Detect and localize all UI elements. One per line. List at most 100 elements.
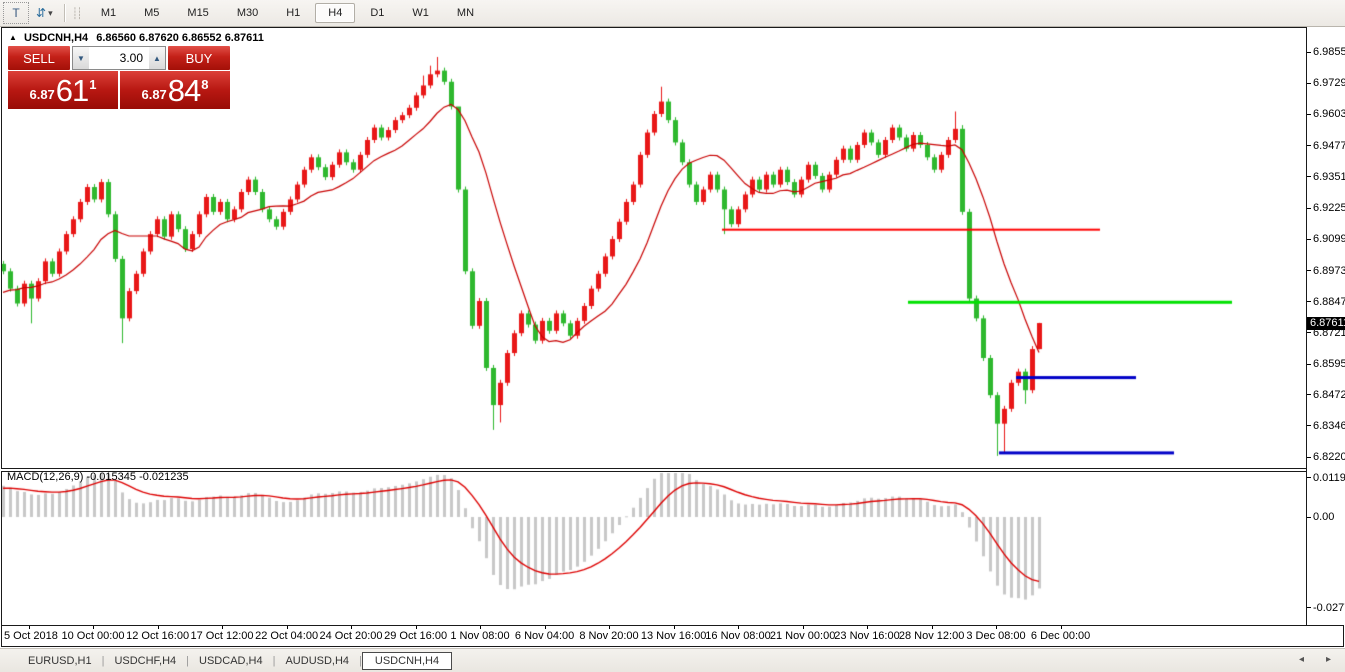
price-label: 6.87210 <box>1313 326 1345 339</box>
chart-tab-usdchfh4[interactable]: USDCHF,H4 <box>114 655 177 667</box>
price-label: 6.90990 <box>1313 233 1345 246</box>
time-axis-border <box>1 625 1344 626</box>
time-tick <box>867 626 868 629</box>
one-click-trading-panel: SELL ▼ ▲ BUY 6.87 61 1 6.87 84 8 <box>8 46 230 109</box>
time-tick <box>415 626 417 629</box>
volume-input[interactable] <box>89 47 149 69</box>
timeframe-button-D1[interactable]: D1 <box>370 7 385 19</box>
price-tick <box>1307 51 1311 53</box>
macd-scale-label: -0.02775 <box>1313 601 1345 614</box>
timeframe-button-M5[interactable]: M5 <box>144 7 160 19</box>
chart-tab-eurusdh1[interactable]: EURUSD,H1 <box>28 655 92 667</box>
price-tick <box>1307 176 1311 178</box>
chevron-down-icon: ▾ <box>48 7 53 18</box>
chart-border-bottom <box>1 646 1344 647</box>
tab-separator: | <box>186 655 190 667</box>
time-label: 21 Nov 00:00 <box>769 630 836 642</box>
time-label: 6 Dec 00:00 <box>1030 630 1091 642</box>
price-label: 6.89730 <box>1313 264 1345 277</box>
tab-separator: | <box>101 655 105 667</box>
time-tick <box>802 626 804 629</box>
time-tick <box>738 626 739 629</box>
price-label: 6.92250 <box>1313 202 1345 215</box>
sell-button[interactable]: SELL <box>8 46 70 70</box>
sell-price-box[interactable]: 6.87 61 1 <box>8 71 118 109</box>
timeframe-buttons: M1 M5 M15 M30 H1 H4 D1 W1 MN <box>87 3 488 23</box>
volume-increase-button[interactable]: ▲ <box>149 47 165 69</box>
chart-border-left <box>1 27 2 647</box>
price-label: 6.96030 <box>1313 108 1345 121</box>
time-tick <box>29 626 30 629</box>
price-label: 6.88470 <box>1313 295 1345 308</box>
macd-indicator-label: MACD(12,26,9) -0.015345 -0.021235 <box>7 471 189 483</box>
price-axis[interactable]: 6.98550 6.97290 6.96030 6.94770 6.93510 6.922… <box>1306 27 1345 625</box>
timeframe-button-H1[interactable]: H1 <box>286 7 301 19</box>
time-label: 3 Dec 08:00 <box>966 630 1026 642</box>
time-label: 16 Nov 08:00 <box>705 630 771 642</box>
time-tick <box>931 626 933 629</box>
timeframe-button-MN[interactable]: MN <box>456 7 475 19</box>
price-label: 6.98550 <box>1313 46 1345 59</box>
price-tick <box>1307 270 1311 272</box>
indicators-glyph: ⇵ <box>36 6 47 20</box>
macd-tick <box>1307 607 1311 609</box>
current-price-tag: 6.87611 <box>1307 316 1345 330</box>
price-label: 6.94770 <box>1313 139 1345 152</box>
tabs-scroll-left-icon[interactable]: ◂ <box>1298 654 1304 665</box>
buy-pips: 84 <box>167 73 201 108</box>
price-tick <box>1307 113 1311 115</box>
text-tool-icon[interactable]: T <box>3 2 29 24</box>
volume-decrease-button[interactable]: ▼ <box>73 47 89 69</box>
price-tick <box>1307 82 1311 84</box>
sell-pips: 61 <box>55 73 89 108</box>
time-tick <box>222 626 223 629</box>
timeframe-button-M1[interactable]: M1 <box>100 7 117 19</box>
time-tick <box>609 626 610 629</box>
timeframe-button-H4[interactable]: H4 <box>315 3 356 23</box>
price-label: 6.84725 <box>1313 388 1345 401</box>
toolbar-separator <box>63 4 66 22</box>
chart-tab-usdcadh4[interactable]: USDCAD,H4 <box>199 655 263 667</box>
price-label: 6.85950 <box>1313 358 1345 371</box>
timeframe-button-W1[interactable]: W1 <box>412 7 429 19</box>
buy-pipette: 8 <box>201 77 209 92</box>
time-label: 23 Nov 16:00 <box>834 630 900 642</box>
indicators-icon[interactable]: ⇵ ▾ <box>33 3 56 23</box>
volume-stepper: ▼ ▲ <box>72 46 166 70</box>
time-label: 5 Oct 2018 <box>4 630 58 642</box>
timeframe-button-M15[interactable]: M15 <box>187 7 209 19</box>
tab-separator: | <box>359 655 362 667</box>
time-axis[interactable]: 5 Oct 2018 10 Oct 00:00 12 Oct 16:00 17 Oct… <box>2 626 1306 646</box>
time-label: 10 Oct 00:00 <box>61 630 125 642</box>
buy-big-figure: 6.87 <box>141 87 167 102</box>
macd-tick <box>1307 477 1311 479</box>
collapse-triangle-icon[interactable]: ▲ <box>9 33 17 42</box>
time-label: 24 Oct 20:00 <box>319 630 383 642</box>
time-label: 12 Oct 16:00 <box>126 630 190 642</box>
chart-tab-audusdh4[interactable]: AUDUSD,H4 <box>285 655 350 667</box>
time-label: 8 Nov 20:00 <box>579 630 639 642</box>
chart-ohlc: 6.86560 6.87620 6.86552 6.87611 <box>96 32 264 44</box>
price-tick <box>1307 456 1311 458</box>
price-tick <box>1307 145 1311 147</box>
time-label: 13 Nov 16:00 <box>640 630 707 642</box>
chart-border-top <box>1 27 1344 28</box>
sell-pipette: 1 <box>89 77 97 92</box>
buy-price-box[interactable]: 6.87 84 8 <box>120 71 230 109</box>
price-tick <box>1307 425 1311 427</box>
price-label: 6.93510 <box>1313 170 1345 183</box>
time-tick <box>286 626 288 629</box>
timeframe-button-M30[interactable]: M30 <box>236 7 259 19</box>
chart-canvas[interactable] <box>2 28 1306 625</box>
price-tick <box>1307 207 1311 209</box>
price-tick <box>1307 363 1311 365</box>
macd-scale-label: 0.00 <box>1313 511 1335 523</box>
chart-tab-usdcnhh4[interactable]: USDCNH,H4 <box>361 652 453 670</box>
tabs-scroll-right-icon[interactable]: ▸ <box>1325 654 1331 665</box>
macd-tick <box>1307 516 1311 518</box>
toolbar-drag-handle[interactable]: ┊┊ <box>71 7 83 20</box>
time-label: 17 Oct 12:00 <box>190 630 254 642</box>
price-tick <box>1307 394 1311 396</box>
buy-button[interactable]: BUY <box>168 46 230 70</box>
price-label: 6.83465 <box>1313 419 1345 432</box>
